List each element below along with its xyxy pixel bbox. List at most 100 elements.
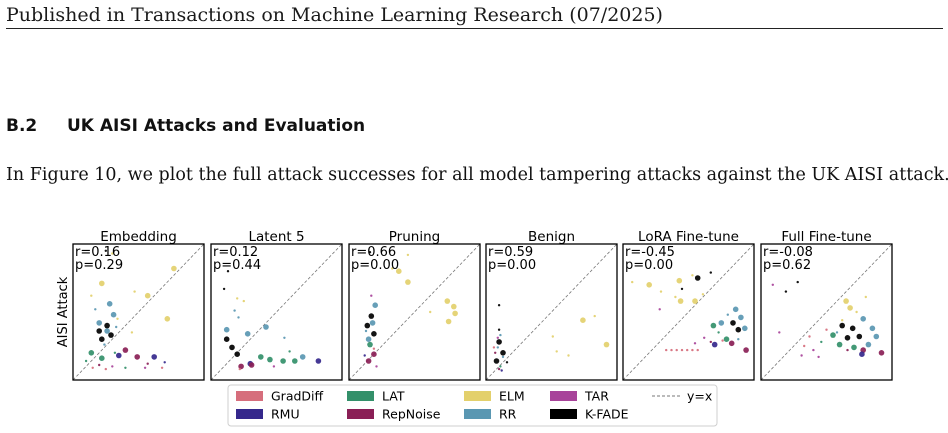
data-point xyxy=(429,310,432,314)
legend-swatch xyxy=(347,409,374,419)
data-point xyxy=(229,344,235,351)
data-point xyxy=(658,308,661,311)
data-point xyxy=(696,348,699,352)
data-point xyxy=(223,326,230,333)
data-point xyxy=(238,363,244,370)
data-point xyxy=(735,326,742,333)
data-point xyxy=(692,298,698,304)
data-point xyxy=(242,299,245,303)
data-point xyxy=(730,320,736,326)
correlation-p: p=0.00 xyxy=(488,258,536,273)
data-point xyxy=(843,298,849,304)
legend-swatch xyxy=(347,391,374,401)
data-point xyxy=(492,346,496,349)
data-point xyxy=(778,331,781,334)
data-point xyxy=(88,350,95,356)
correlation-r: r=0.16 xyxy=(75,245,120,260)
data-point xyxy=(864,295,867,299)
data-point xyxy=(499,365,502,368)
data-point xyxy=(116,352,122,359)
section-title-text: UK AISI Attacks and Evaluation xyxy=(67,116,366,136)
data-point xyxy=(263,324,269,330)
data-point xyxy=(855,310,858,314)
data-point xyxy=(372,347,376,350)
legend-swatch xyxy=(550,409,577,419)
legend-swatch xyxy=(464,391,491,401)
data-point xyxy=(104,322,110,329)
panel-title: Benign xyxy=(528,229,575,245)
data-point xyxy=(500,369,503,372)
data-point xyxy=(839,322,845,329)
panel-frame xyxy=(72,243,205,381)
data-point xyxy=(670,348,673,352)
data-point xyxy=(869,325,876,332)
panel-frame xyxy=(348,243,481,381)
data-point xyxy=(248,362,255,368)
reference-line xyxy=(485,243,618,381)
reference-line xyxy=(72,243,205,381)
data-point xyxy=(737,338,740,341)
data-point xyxy=(115,325,118,329)
data-point xyxy=(238,367,241,371)
data-point xyxy=(164,316,171,322)
data-point xyxy=(104,367,108,371)
legend-swatch xyxy=(550,391,577,401)
data-point xyxy=(691,348,694,352)
legend-label: TAR xyxy=(584,389,609,404)
data-point xyxy=(711,341,718,348)
data-point xyxy=(726,313,729,316)
data-point xyxy=(406,253,410,257)
data-point xyxy=(835,331,839,334)
data-point xyxy=(94,308,97,311)
data-point xyxy=(234,351,240,358)
data-point xyxy=(686,348,689,352)
data-point xyxy=(493,358,500,364)
data-point xyxy=(859,351,865,358)
data-point xyxy=(122,347,129,353)
data-point xyxy=(567,354,570,357)
correlation-r: r=0.66 xyxy=(351,245,396,260)
data-point xyxy=(371,331,377,337)
panel-frame xyxy=(210,243,343,381)
data-point xyxy=(364,329,368,333)
data-point xyxy=(812,348,815,352)
data-point xyxy=(497,328,501,331)
correlation-p: p=0.44 xyxy=(213,258,261,273)
reference-line xyxy=(348,243,481,381)
data-point xyxy=(134,354,140,360)
data-point xyxy=(646,282,652,288)
data-point xyxy=(371,351,377,358)
data-point xyxy=(742,325,748,332)
data-point xyxy=(233,309,236,312)
legend-swatch xyxy=(464,409,491,419)
data-point xyxy=(680,287,684,291)
correlation-r: r=-0.45 xyxy=(625,245,675,260)
data-point xyxy=(452,310,458,317)
data-point xyxy=(104,249,108,252)
body-paragraph: In Figure 10, we plot the full attack su… xyxy=(6,165,948,185)
data-point xyxy=(665,348,668,352)
data-point xyxy=(847,305,853,311)
data-point xyxy=(444,298,451,304)
y-axis-label: AISI Attack xyxy=(56,276,71,347)
data-point xyxy=(396,268,402,275)
data-point xyxy=(717,331,720,334)
panel-frame xyxy=(622,243,755,381)
data-point xyxy=(803,344,806,348)
data-point xyxy=(171,265,177,272)
data-point xyxy=(849,325,856,332)
data-point xyxy=(96,320,102,326)
data-point xyxy=(677,298,684,304)
legend-swatch xyxy=(236,391,263,401)
data-point xyxy=(288,350,291,353)
data-point xyxy=(143,366,147,369)
data-point xyxy=(659,290,663,293)
data-point xyxy=(315,358,322,364)
panel-title: Embedding xyxy=(100,229,177,245)
data-point xyxy=(113,351,117,354)
legend-label: RepNoise xyxy=(382,407,441,422)
correlation-p: p=0.62 xyxy=(763,258,811,273)
data-point xyxy=(267,356,273,363)
correlation-p: p=0.29 xyxy=(75,258,123,273)
reference-line xyxy=(622,243,755,381)
